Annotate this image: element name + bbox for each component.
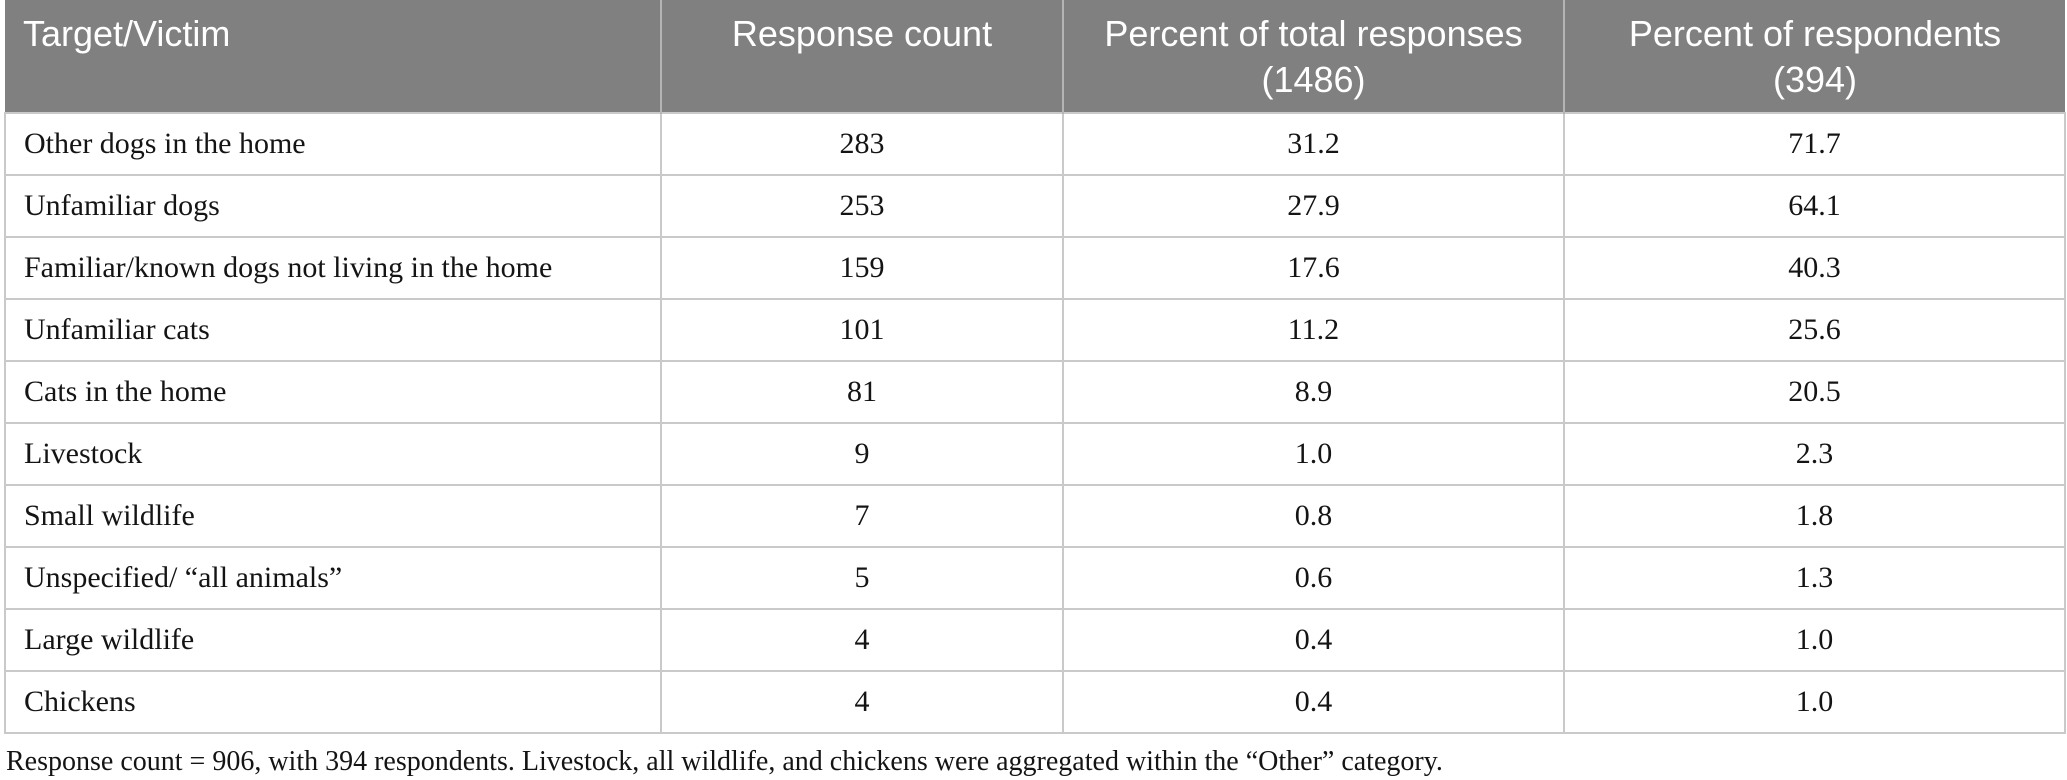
percent-respondents-cell: 25.6 [1563,298,2066,362]
percent-total-responses-cell: 31.2 [1062,112,1565,176]
percent-total-responses-cell: 17.6 [1062,236,1565,300]
target-victim-cell: Familiar/known dogs not living in the ho… [4,236,662,300]
column-header-label: Percent of total responses [1104,13,1523,54]
table-row: Unspecified/ “all animals” 5 0.6 1.3 [4,546,2066,610]
table-row: Chickens 4 0.4 1.0 [4,670,2066,734]
table-row: Familiar/known dogs not living in the ho… [4,236,2066,300]
percent-total-responses-cell: 1.0 [1062,422,1565,486]
response-count-cell: 7 [660,484,1064,548]
response-count-cell: 253 [660,174,1064,238]
response-count-cell: 4 [660,608,1064,672]
percent-respondents-cell: 40.3 [1563,236,2066,300]
response-count-cell: 81 [660,360,1064,424]
column-header-1: Target/Victim [5,0,662,113]
results-table: Target/Victim Response count Percent of to… [4,0,2066,734]
percent-respondents-cell: 1.0 [1563,608,2066,672]
response-count-cell: 4 [660,670,1064,734]
percent-total-responses-cell: 0.6 [1062,546,1565,610]
table-row: Unfamiliar dogs 253 27.9 64.1 [4,174,2066,238]
target-victim-cell: Unspecified/ “all animals” [4,546,662,610]
response-count-cell: 283 [660,112,1064,176]
column-header-label: Response count [731,13,993,54]
table-body: Other dogs in the home 283 31.2 71.7 Unfamil… [4,112,2066,734]
target-victim-cell: Unfamiliar dogs [4,174,662,238]
target-victim-cell: Livestock [4,422,662,486]
percent-total-responses-cell: 8.9 [1062,360,1565,424]
table-row: Other dogs in the home 283 31.2 71.7 [4,112,2066,176]
table-footnote: Response count = 906, with 394 responden… [6,746,1443,777]
table-row: Small wildlife 7 0.8 1.8 [4,484,2066,548]
column-header-subline: (1486) [1261,59,1366,100]
target-victim-cell: Cats in the home [4,360,662,424]
table-header: Target/Victim Response count Percent of to… [5,0,2065,113]
percent-respondents-cell: 1.3 [1563,546,2066,610]
percent-total-responses-cell: 0.4 [1062,670,1565,734]
header-row: Target/Victim Response count Percent of to… [5,0,2065,113]
percent-respondents-cell: 64.1 [1563,174,2066,238]
column-header-3: Percent of total responses (1486) [1063,0,1565,113]
percent-total-responses-cell: 0.8 [1062,484,1565,548]
percent-respondents-cell: 1.8 [1563,484,2066,548]
response-count-cell: 9 [660,422,1064,486]
percent-total-responses-cell: 11.2 [1062,298,1565,362]
percent-respondents-cell: 71.7 [1563,112,2066,176]
column-header-label: Percent of respondents [1628,13,2002,54]
table-row: Large wildlife 4 0.4 1.0 [4,608,2066,672]
table-row: Livestock 9 1.0 2.3 [4,422,2066,486]
target-victim-cell: Unfamiliar cats [4,298,662,362]
table-row: Unfamiliar cats 101 11.2 25.6 [4,298,2066,362]
column-header-4: Percent of respondents (394) [1564,0,2065,113]
target-victim-cell: Other dogs in the home [4,112,662,176]
percent-total-responses-cell: 0.4 [1062,608,1565,672]
response-count-cell: 5 [660,546,1064,610]
response-count-cell: 101 [660,298,1064,362]
column-header-subline: (394) [1772,59,1858,100]
percent-total-responses-cell: 27.9 [1062,174,1565,238]
target-victim-cell: Chickens [4,670,662,734]
table-row: Cats in the home 81 8.9 20.5 [4,360,2066,424]
target-victim-cell: Large wildlife [4,608,662,672]
column-header-label: Target/Victim [23,13,231,54]
percent-respondents-cell: 1.0 [1563,670,2066,734]
target-victim-cell: Small wildlife [4,484,662,548]
column-header-2: Response count [661,0,1064,113]
response-count-cell: 159 [660,236,1064,300]
percent-respondents-cell: 20.5 [1563,360,2066,424]
percent-respondents-cell: 2.3 [1563,422,2066,486]
